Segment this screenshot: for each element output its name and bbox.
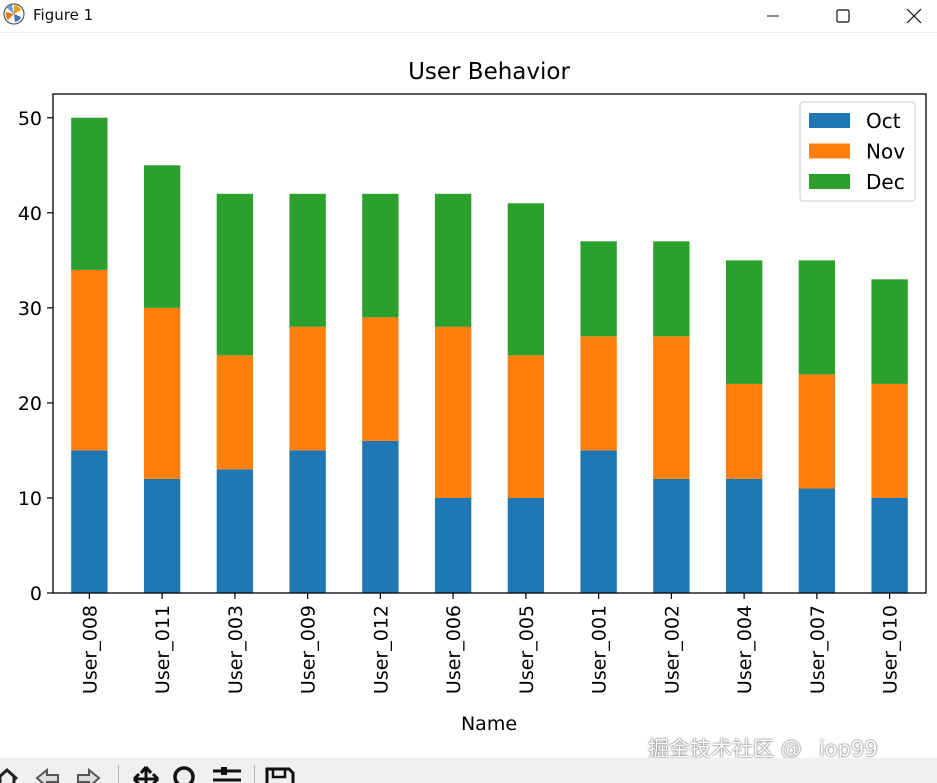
legend: Oct Nov Dec bbox=[799, 101, 916, 202]
window-title: Figure 1 bbox=[33, 6, 94, 24]
bar-dec-user_003 bbox=[216, 193, 254, 356]
bar-dec-user_002 bbox=[653, 241, 690, 337]
x-tick-label: User_010 bbox=[880, 605, 902, 694]
bar-nov-user_001 bbox=[580, 336, 617, 451]
bar-nov-user_003 bbox=[216, 355, 254, 470]
bar-oct-user_008 bbox=[71, 450, 108, 593]
bar-nov-user_012 bbox=[362, 317, 399, 441]
bar-oct-user_003 bbox=[216, 469, 254, 593]
title-bar: Figure 1 bbox=[0, 0, 937, 33]
x-tick-label: User_001 bbox=[589, 605, 611, 694]
bar-nov-user_004 bbox=[725, 383, 763, 479]
x-tick-label: User_002 bbox=[661, 605, 683, 694]
bar-dec-user_007 bbox=[798, 260, 836, 375]
bar-oct-user_004 bbox=[725, 478, 763, 593]
figure-canvas: User Behavior 0 10 20 30 40 50 User_008 User_0… bbox=[0, 33, 937, 758]
bar-oct-user_005 bbox=[507, 497, 545, 593]
bar-nov-user_008 bbox=[71, 269, 108, 451]
back-icon[interactable] bbox=[34, 766, 60, 783]
x-tick-label: User_003 bbox=[225, 605, 247, 694]
legend-swatch-dec bbox=[809, 174, 850, 189]
watermark-text: 掘金技术社区 @ _iop99 bbox=[648, 737, 878, 761]
x-tick-label: User_007 bbox=[807, 605, 829, 694]
maximize-button[interactable] bbox=[820, 0, 866, 32]
bar-nov-user_007 bbox=[798, 374, 836, 489]
bar-nov-user_006 bbox=[434, 326, 472, 498]
toolbar-separator bbox=[254, 765, 255, 783]
bar-oct-user_012 bbox=[362, 440, 399, 593]
pan-icon[interactable] bbox=[129, 766, 163, 783]
close-icon bbox=[906, 8, 922, 24]
x-tick-label: User_008 bbox=[79, 605, 101, 694]
y-tick-label: 40 bbox=[18, 203, 42, 225]
plot-frame bbox=[52, 93, 927, 594]
bar-nov-user_005 bbox=[507, 355, 545, 498]
bar-dec-user_004 bbox=[725, 260, 763, 384]
bar-dec-user_001 bbox=[580, 241, 617, 337]
bar-dec-user_005 bbox=[507, 203, 545, 356]
configure-icon[interactable] bbox=[210, 766, 244, 783]
bar-dec-user_006 bbox=[434, 193, 472, 327]
bar-oct-user_006 bbox=[434, 497, 472, 593]
y-axis: 0 10 20 30 40 50 bbox=[18, 108, 53, 605]
maximize-icon bbox=[836, 9, 850, 23]
x-tick-label: User_004 bbox=[734, 605, 756, 694]
legend-label-dec: Dec bbox=[866, 170, 905, 194]
bar-oct-user_010 bbox=[871, 497, 908, 593]
close-button[interactable] bbox=[891, 0, 937, 32]
x-axis-label: Name bbox=[461, 713, 517, 735]
bar-dec-user_012 bbox=[362, 193, 399, 318]
y-tick-label: 10 bbox=[18, 488, 42, 510]
home-icon[interactable] bbox=[0, 766, 20, 783]
x-axis: User_008 User_011 User_003 User_009 User_012… bbox=[79, 593, 902, 694]
bar-dec-user_010 bbox=[871, 279, 908, 384]
y-tick-label: 0 bbox=[30, 583, 42, 605]
bar-nov-user_011 bbox=[143, 307, 181, 479]
x-tick-label: User_009 bbox=[298, 605, 320, 694]
x-tick-label: User_012 bbox=[370, 605, 392, 694]
bar-oct-user_009 bbox=[289, 450, 326, 593]
x-tick-label: User_005 bbox=[516, 605, 538, 694]
legend-swatch-oct bbox=[809, 113, 850, 128]
bar-oct-user_007 bbox=[798, 488, 836, 593]
legend-label-oct: Oct bbox=[866, 109, 901, 133]
bar-dec-user_011 bbox=[143, 165, 181, 308]
bar-oct-user_002 bbox=[653, 478, 690, 593]
x-tick-label: User_011 bbox=[152, 605, 174, 694]
y-tick-label: 30 bbox=[18, 298, 42, 320]
x-tick-label: User_006 bbox=[443, 605, 465, 694]
bar-dec-user_008 bbox=[71, 117, 108, 270]
chart-title: User Behavior bbox=[408, 59, 570, 85]
bar-dec-user_009 bbox=[289, 193, 326, 327]
navigation-toolbar bbox=[0, 758, 937, 783]
bar-oct-user_011 bbox=[143, 478, 181, 593]
bar-nov-user_010 bbox=[871, 383, 908, 498]
bar-nov-user_002 bbox=[653, 336, 690, 479]
legend-label-nov: Nov bbox=[866, 140, 905, 164]
zoom-icon[interactable] bbox=[170, 766, 202, 783]
y-tick-label: 50 bbox=[18, 108, 42, 130]
legend-swatch-nov bbox=[809, 143, 850, 159]
toolbar-separator bbox=[118, 765, 119, 783]
bar-oct-user_001 bbox=[580, 450, 617, 593]
matplotlib-logo-icon bbox=[3, 3, 25, 25]
minimize-icon bbox=[767, 15, 779, 17]
forward-icon[interactable] bbox=[76, 766, 102, 783]
minimize-button[interactable] bbox=[750, 0, 796, 32]
save-icon[interactable] bbox=[264, 766, 296, 783]
bars-group bbox=[71, 117, 908, 593]
y-tick-label: 20 bbox=[18, 393, 42, 415]
bar-nov-user_009 bbox=[289, 326, 326, 451]
